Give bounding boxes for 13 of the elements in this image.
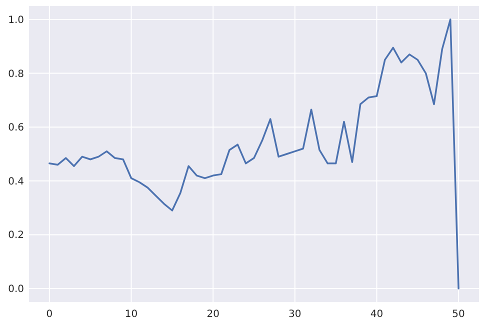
y-tick-label: 0.6: [8, 122, 24, 134]
y-tick-label: 1.0: [8, 14, 24, 26]
x-tick-label: 20: [206, 309, 220, 320]
y-tick-label: 0.0: [8, 284, 24, 296]
y-tick-label: 0.2: [8, 230, 24, 242]
x-tick-label: 30: [288, 309, 302, 320]
x-tick-label: 0: [46, 309, 53, 320]
line-series: [48, 18, 460, 290]
x-tick-label: 50: [452, 309, 465, 320]
x-tick-label: 40: [370, 309, 384, 320]
y-tick-label: 0.8: [8, 68, 24, 80]
x-tick-label: 10: [124, 309, 138, 320]
y-tick-label: 0.4: [8, 176, 24, 188]
